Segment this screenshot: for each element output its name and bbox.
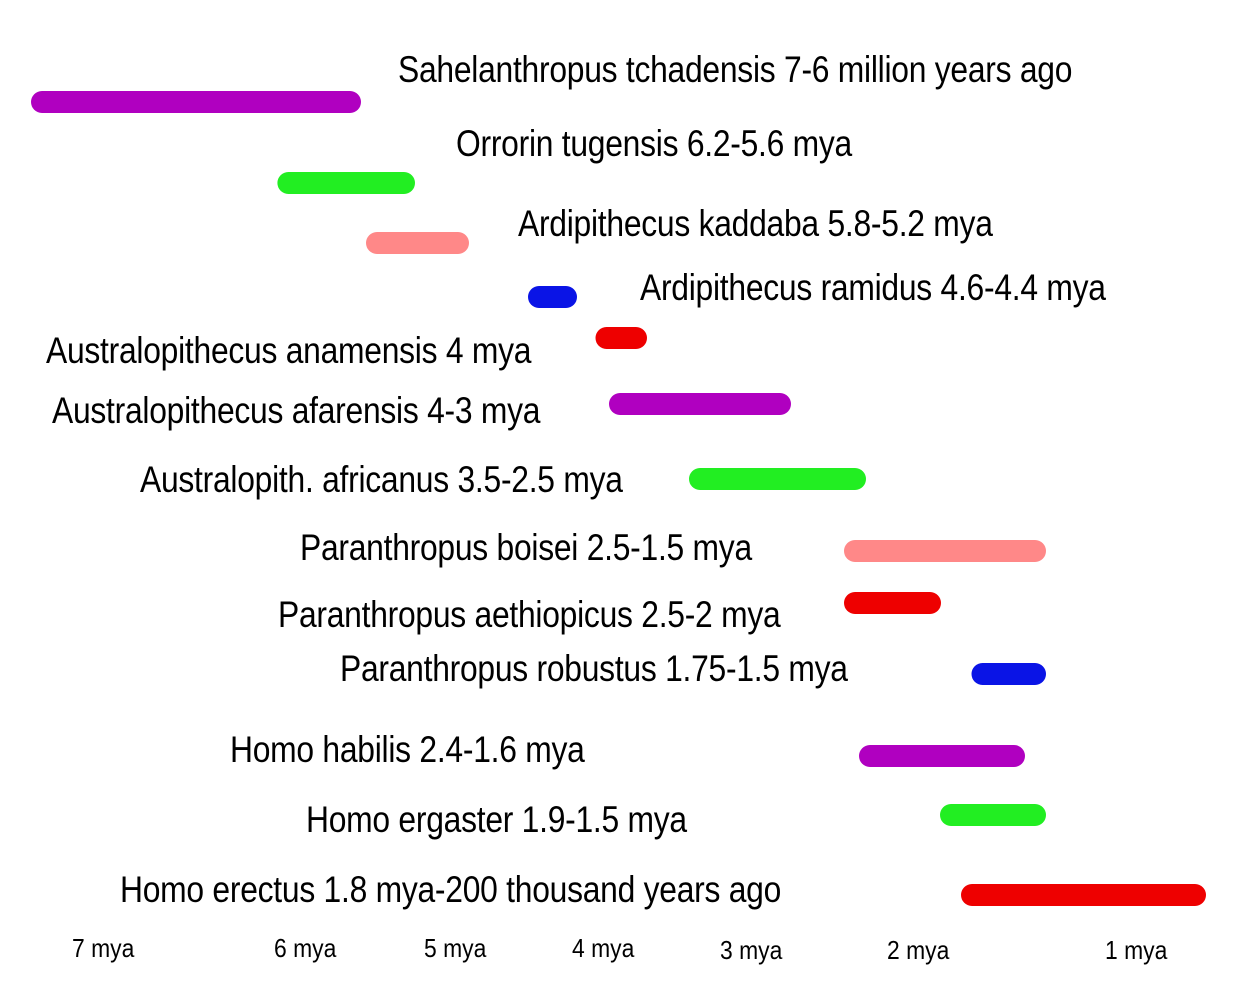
tick-label-1: 7 mya xyxy=(72,933,135,963)
species-label-7: Australopith. africanus 3.5-2.5 mya xyxy=(140,459,623,500)
species-label-4: Ardipithecus ramidus 4.6-4.4 mya xyxy=(640,267,1106,308)
species-label-6: Australopithecus afarensis 4-3 mya xyxy=(52,390,541,431)
tick-label-5: 3 mya xyxy=(720,935,783,965)
species-label-12: Homo ergaster 1.9-1.5 mya xyxy=(306,799,687,840)
tick-label-2: 6 mya xyxy=(274,933,337,963)
species-label-5: Australopithecus anamensis 4 mya xyxy=(46,330,532,371)
species-label-3: Ardipithecus kaddaba 5.8-5.2 mya xyxy=(518,203,993,244)
species-label-11: Homo habilis 2.4-1.6 mya xyxy=(230,729,585,770)
tick-label-3: 5 mya xyxy=(424,933,487,963)
species-label-9: Paranthropus aethiopicus 2.5-2 mya xyxy=(278,594,781,635)
tick-label-4: 4 mya xyxy=(572,933,635,963)
species-label-10: Paranthropus robustus 1.75-1.5 mya xyxy=(340,648,848,689)
species-label-2: Orrorin tugensis 6.2-5.6 mya xyxy=(456,123,853,164)
species-label-1: Sahelanthropus tchadensis 7-6 million ye… xyxy=(398,49,1073,90)
tick-label-6: 2 mya xyxy=(887,935,950,965)
species-label-13: Homo erectus 1.8 mya-200 thousand years … xyxy=(120,869,782,910)
species-label-8: Paranthropus boisei 2.5-1.5 mya xyxy=(300,527,752,568)
tick-label-7: 1 mya xyxy=(1105,935,1168,965)
